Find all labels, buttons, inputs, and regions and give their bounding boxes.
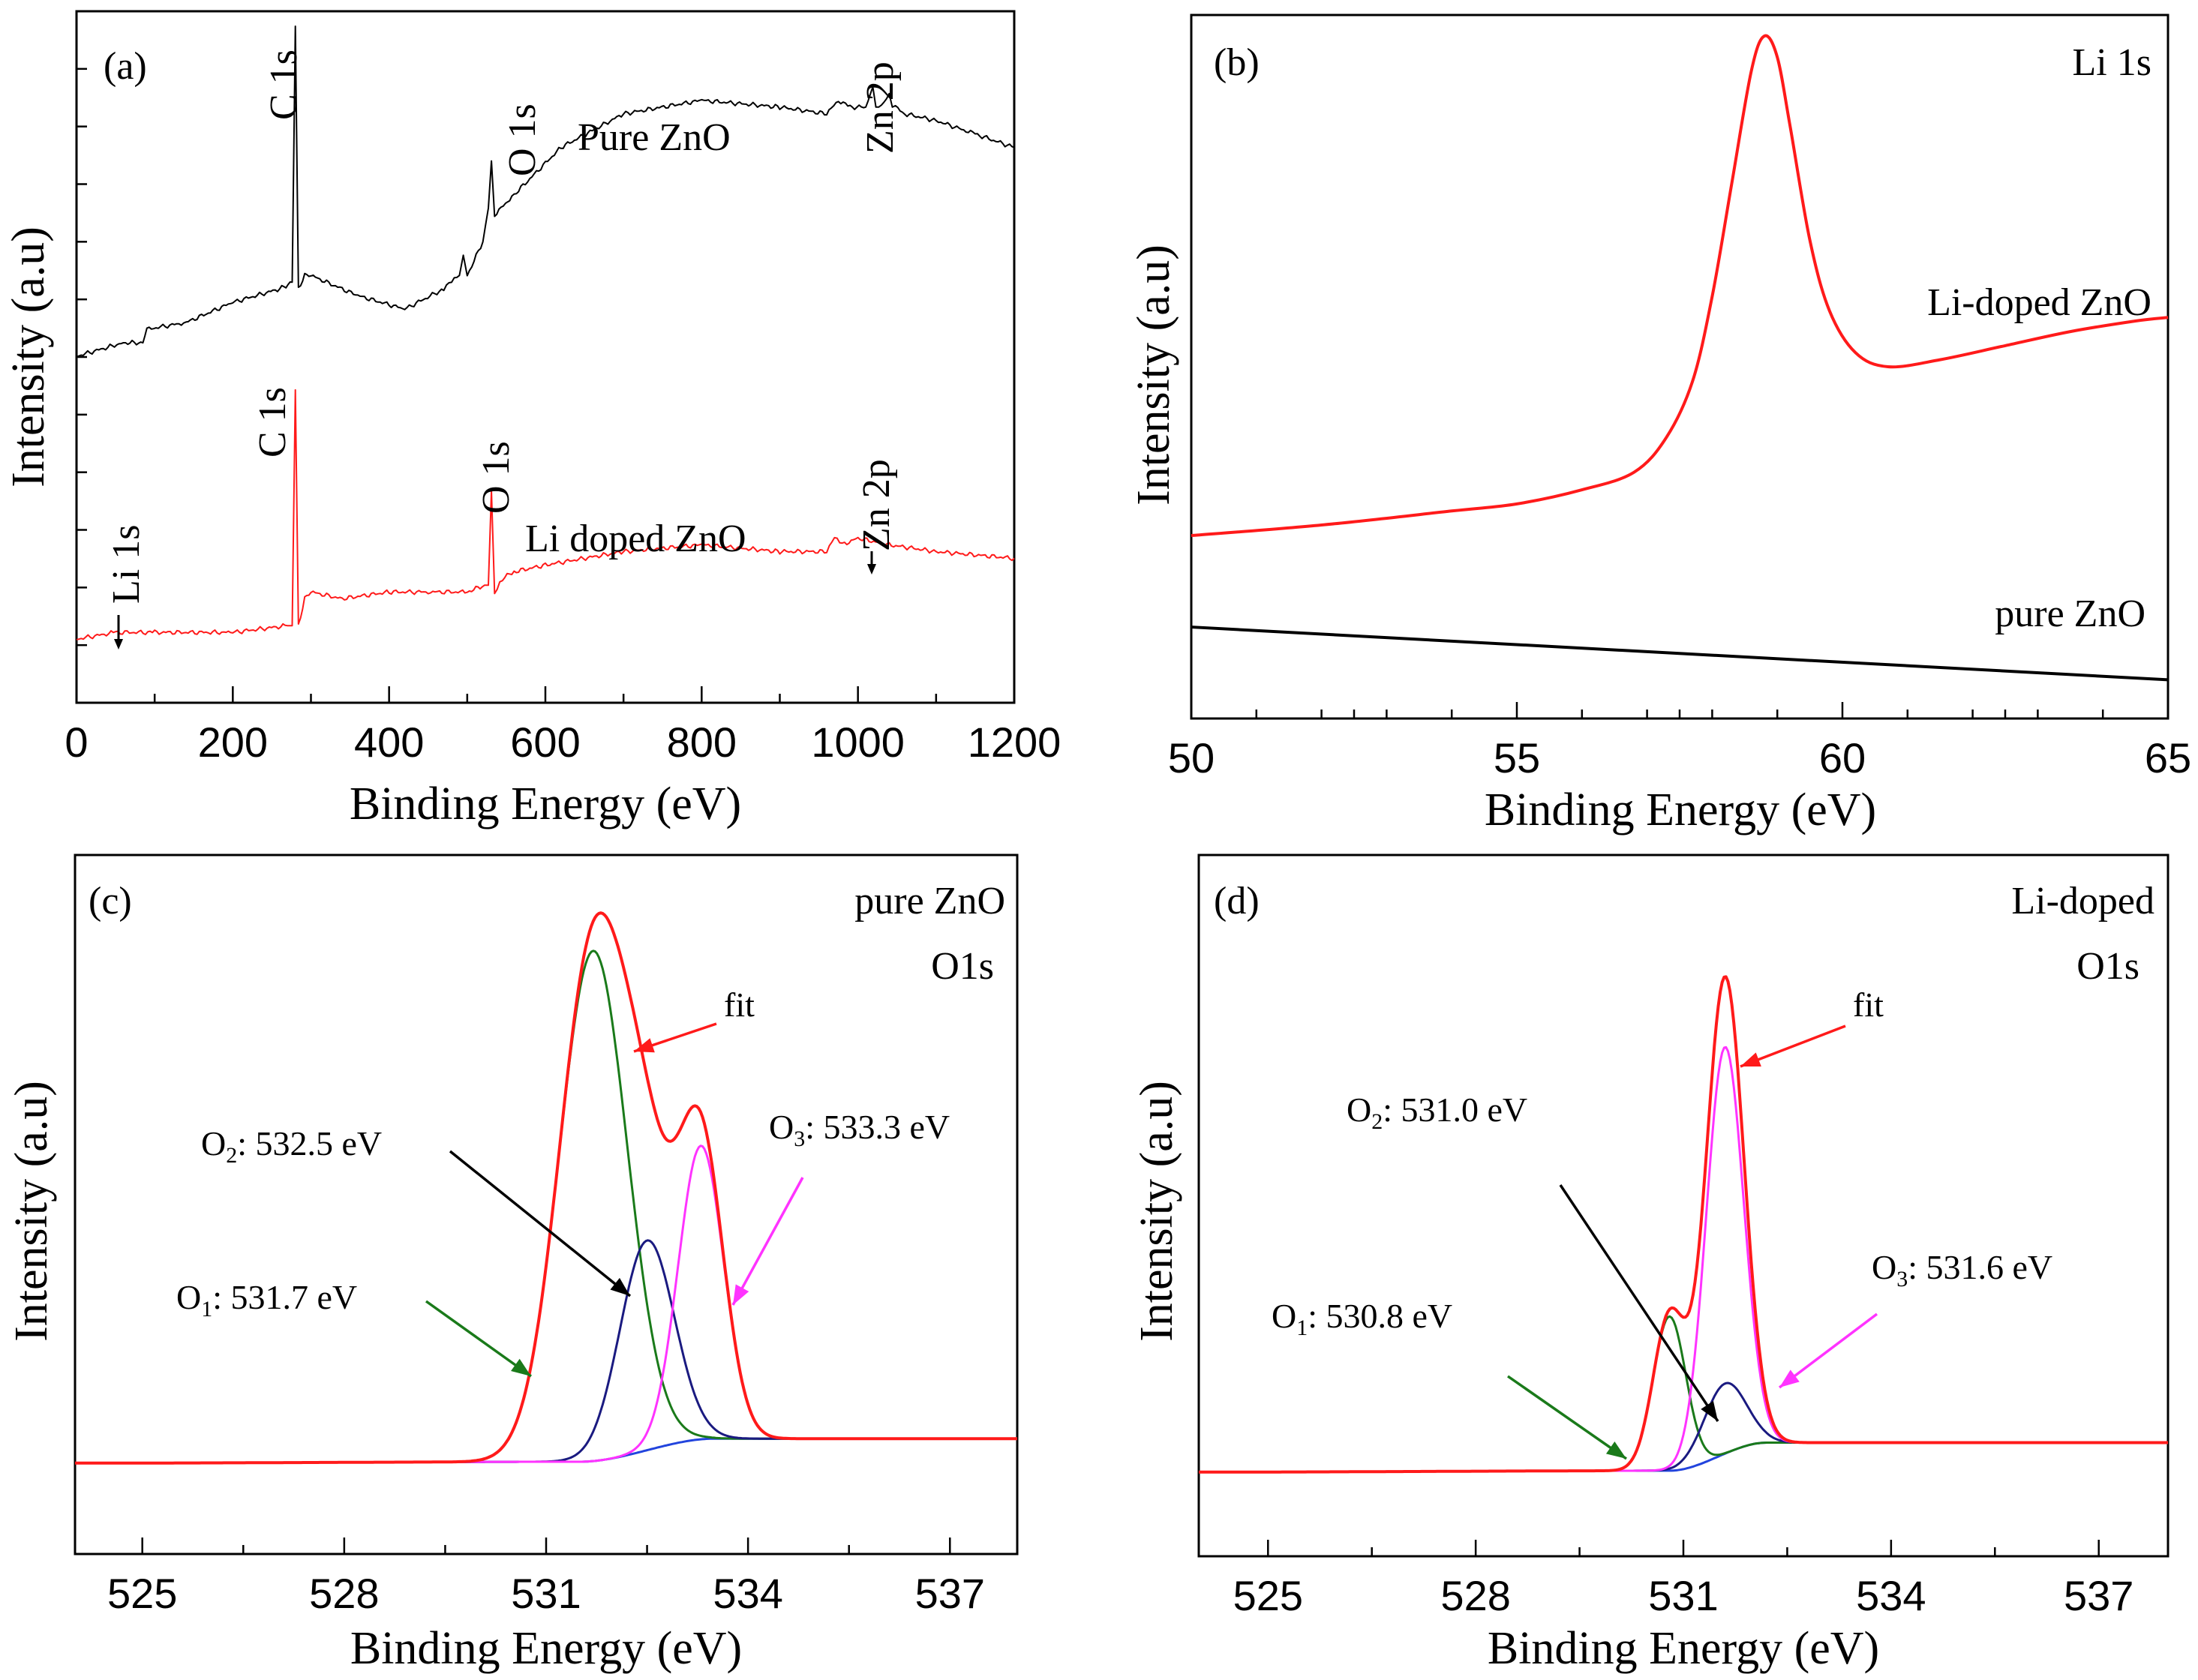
panel-d-fit-label: fit [1853,986,1884,1024]
x-tick-label: 60 [1819,734,1866,782]
panel-a-li-doped-label: Li doped ZnO [525,518,746,560]
panel-c-title1: pure ZnO [854,880,1005,922]
panel-c-fit-arrow [633,1022,717,1053]
pure-zno-li1s-line [1191,626,2169,682]
x-tick-label: 537 [915,1570,985,1617]
annotation-arrows [425,1022,1878,1460]
panel-a-c1s-top: C 1s [263,50,305,120]
panel-a-xtick-labels: 0 200 400 600 800 1000 1200 [65,718,1061,766]
panel-d-title2: O1s [2076,945,2139,988]
panel-d-ylabel: Intensity (a.u) [1131,1081,1182,1342]
background-line [75,1437,1017,1465]
panel-d-o2-label: O2: 531.0 eV [1347,1090,1527,1134]
panel-c-o3-label: O3: 533.3 eV [769,1108,950,1151]
panel-a-li1s: Li 1s [105,525,148,604]
panel-a-curves [76,26,1015,640]
panel-b-ylabel: Intensity (a.u) [1128,244,1179,506]
x-tick-label: 531 [1648,1572,1718,1619]
panel-b-xtick-labels: 50 55 60 65 [1168,734,2191,782]
li-doped-li1s-line [1191,34,2169,538]
x-tick-label: 525 [1233,1572,1303,1619]
panel-d-title1: Li-doped [2011,880,2154,922]
panel-b-label: (b) [1214,41,1260,84]
panel-a-li1s-arrow [114,615,123,650]
panel-b-li-doped-label: Li-doped ZnO [1927,281,2151,324]
panel-d-o3-arrow [1778,1312,1878,1389]
panel-c-ylabel: Intensity (a.u) [6,1081,57,1342]
panel-a-o1s-top: O 1s [501,104,544,176]
fit-line [75,911,1017,1465]
pure-zno-survey-line [76,26,1015,358]
x-tick-label: 800 [667,718,737,766]
panel-a-ticks [75,68,1016,703]
x-tick-label: 534 [713,1570,782,1617]
panel-b-title: Li 1s [2073,41,2151,84]
panel-b-xlabel: Binding Energy (eV) [1485,784,1876,836]
panel-c-o1-label: O1: 531.7 eV [176,1278,357,1322]
panel-a-xlabel: Binding Energy (eV) [350,778,741,830]
o2-component-line [1199,1382,2168,1474]
x-tick-label: 531 [511,1570,581,1617]
panel-d-label: (d) [1214,880,1260,922]
panel-c: 525 528 531 534 537 Binding Energy (eV) Inte… [6,854,1019,1674]
panel-c-title2: O1s [931,945,994,988]
x-tick-label: 534 [1856,1572,1926,1619]
x-tick-label: 528 [1440,1572,1510,1619]
panel-b-pure-label: pure ZnO [1995,592,2145,635]
x-tick-label: 0 [65,718,88,766]
panel-c-label: (c) [89,880,132,922]
panel-c-ticks [141,1538,951,1554]
x-tick-label: 200 [198,718,268,766]
panel-d-o3-label: O3: 531.6 eV [1872,1248,2052,1292]
o1-component-line [75,950,1017,1465]
panel-d-xtick-labels: 525 528 531 534 537 [1233,1572,2134,1619]
panel-b: 50 55 60 65 Binding Energy (eV) Intensity (… [1128,14,2191,836]
panel-c-curves [75,911,1017,1465]
x-tick-label: 600 [510,718,580,766]
panel-a-o1s-bottom: O 1s [475,441,518,514]
panel-a-label: (a) [104,45,147,88]
panel-c-frame [74,854,1019,1556]
li-doped-survey-line [76,388,1015,640]
panel-a: 0 200 400 600 800 1000 1200 Binding Energy (eV… [3,10,1061,830]
panel-c-o1-arrow [425,1300,533,1378]
background-line [1199,1442,2168,1474]
panel-c-fit-label: fit [724,986,755,1024]
panel-d-ticks [1267,1540,2100,1556]
panel-c-xtick-labels: 525 528 531 534 537 [107,1570,985,1617]
panel-a-c1s-bottom: C 1s [251,387,294,458]
panel-c-o2-label: O2: 532.5 eV [201,1124,382,1168]
panel-a-zn2p-top: Zn 2p [859,62,902,154]
panel-a-pure-zno-label: Pure ZnO [578,116,731,159]
x-tick-label: 65 [2145,734,2191,782]
panel-d-xlabel: Binding Energy (eV) [1488,1623,1879,1674]
x-tick-label: 1000 [811,718,905,766]
x-tick-label: 50 [1168,734,1215,782]
panel-d-o1-label: O1: 530.8 eV [1272,1297,1452,1340]
x-tick-label: 1200 [968,718,1061,766]
panel-c-o3-arrow [731,1177,804,1306]
panel-b-curves [1191,34,2169,682]
x-tick-label: 528 [309,1570,379,1617]
x-tick-label: 400 [354,718,424,766]
panel-d-o1-arrow [1507,1375,1627,1460]
panel-d-o2-arrow [1559,1184,1719,1422]
panel-d-frame [1197,854,2169,1558]
panel-c-xlabel: Binding Energy (eV) [350,1623,742,1674]
o1-component-line [1199,1315,2168,1474]
panel-c-o2-arrow [449,1150,632,1298]
fit-line [1199,975,2168,1474]
panel-d-fit-arrow [1740,1024,1846,1068]
x-tick-label: 55 [1494,734,1540,782]
x-tick-label: 525 [107,1570,177,1617]
panel-a-zn2p-bottom: Zn 2p [855,459,898,551]
panel-a-ylabel: Intensity (a.u) [3,226,54,488]
panel-d-curves [1199,975,2168,1474]
x-tick-label: 537 [2064,1572,2133,1619]
panel-b-ticks [1190,702,2169,718]
panel-d: 525 528 531 534 537 Binding Energy (eV) Inte… [1131,854,2169,1674]
panel-a-zn2p-arrow [867,551,876,574]
